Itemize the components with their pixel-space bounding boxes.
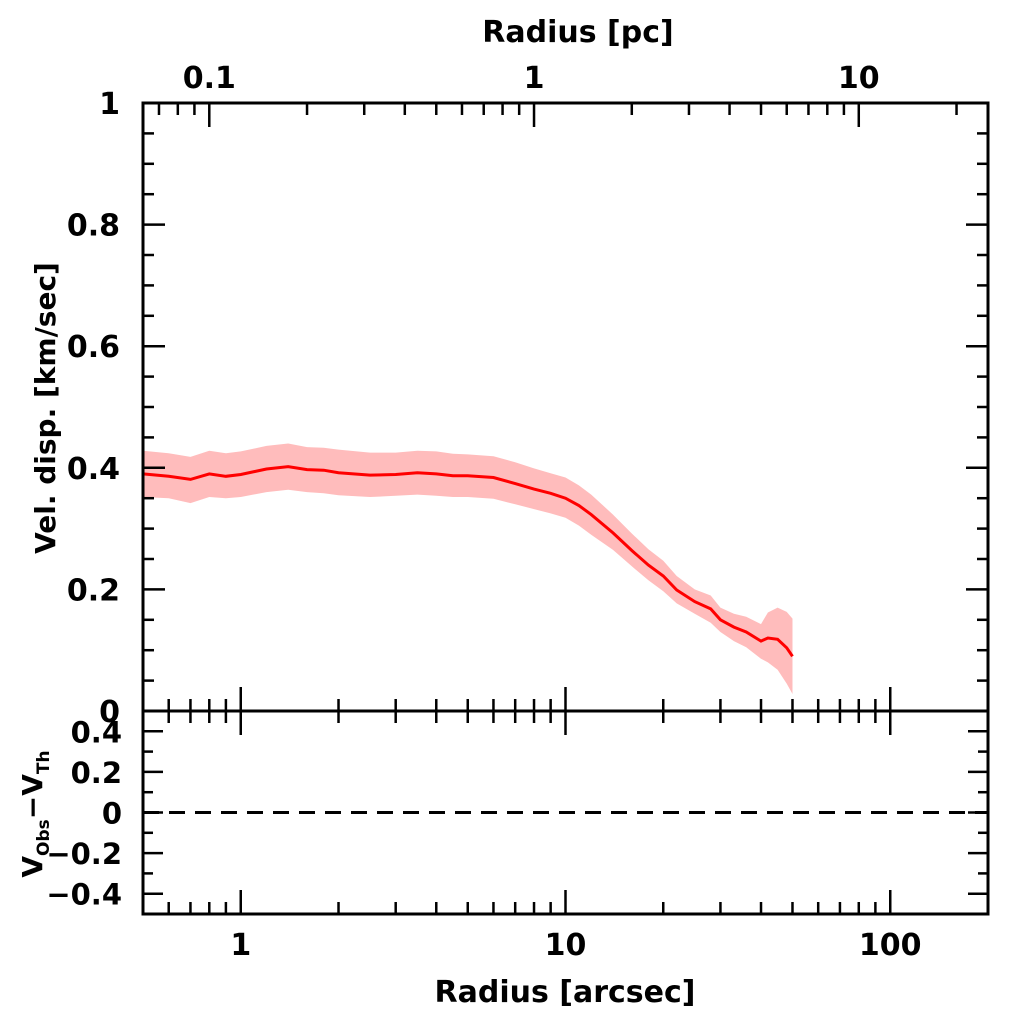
main-y-tick-label-0: 1 — [99, 87, 120, 122]
main-y-tick-label-2: 0.6 — [67, 330, 120, 365]
main-y-tick-label-3: 0.4 — [67, 452, 120, 487]
bottom-x-tick-labels: 1 10 100 — [230, 928, 921, 963]
main-panel-frame — [141, 101, 990, 713]
bottom-x-tick-label-1: 10 — [545, 928, 587, 963]
residual-y-title-v: V — [16, 856, 49, 878]
res-y-tick-label-3: −0.2 — [46, 837, 122, 871]
main-y-tick-label-5: 0 — [99, 695, 120, 730]
top-x-tick-label-1: 1 — [524, 61, 545, 96]
res-y-tick-label-2: 0 — [102, 797, 122, 831]
bottom-axis-title: Radius [arcsec] — [435, 975, 696, 1010]
residual-y-axis-title: VObs−VTh — [16, 750, 54, 877]
dispersion-line — [142, 465, 794, 658]
top-axis-title: Radius [pc] — [482, 15, 673, 50]
bottom-x-tick-label-2: 100 — [859, 928, 922, 963]
main-y-tick-label-4: 0.2 — [67, 573, 120, 608]
top-x-tick-label-0: 0.1 — [183, 61, 236, 96]
svg-text:VObs−VTh: VObs−VTh — [16, 750, 54, 877]
main-y-tick-label-1: 0.8 — [67, 209, 120, 244]
bottom-x-tick-label-0: 1 — [230, 928, 251, 963]
top-x-tick-label-2: 10 — [838, 61, 880, 96]
residual-y-tick-labels: 0.4 0.2 0 −0.2 −0.4 — [46, 715, 122, 911]
main-y-axis-title: Vel. disp. [km/sec] — [29, 262, 62, 554]
top-x-tick-labels: 0.1 1 10 — [183, 61, 880, 96]
residual-y-title-minus: −V — [16, 774, 49, 819]
res-y-tick-label-4: −0.4 — [46, 878, 122, 912]
res-y-tick-label-1: 0.2 — [71, 756, 122, 790]
residual-y-title-obs: Obs — [34, 819, 54, 856]
dispersion-error-band — [143, 443, 793, 694]
residual-y-title-th: Th — [34, 750, 54, 774]
residual-panel-frame — [141, 709, 990, 916]
main-y-tick-labels: 1 0.8 0.6 0.4 0.2 0 — [67, 87, 120, 730]
res-y-tick-label-0: 0.4 — [71, 715, 122, 749]
